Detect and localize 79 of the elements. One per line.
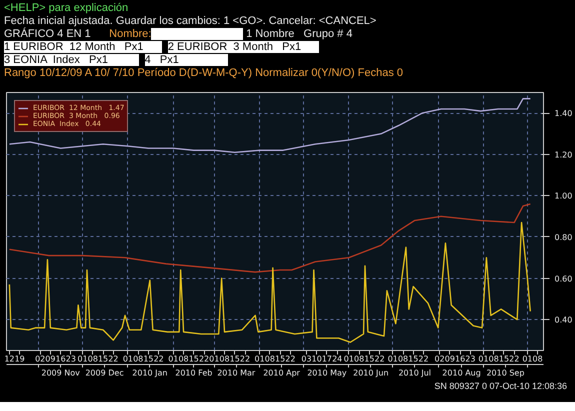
x-tick-label: 16: [56, 354, 66, 364]
x-tick-label: 22: [418, 354, 429, 364]
x-tick-label: 19: [14, 354, 25, 364]
y-tick-label: 1.20: [554, 150, 572, 160]
line-series: [8, 98, 531, 154]
x-tick-label: 08: [133, 354, 144, 364]
x2-tick-label: 2010 May: [307, 368, 347, 378]
x2-tick-label: 2010 Jun: [353, 368, 389, 378]
x2-tick-label: 2009 Nov: [41, 368, 80, 378]
x-tick-label: 02: [35, 354, 46, 364]
x-tick-label: 22: [509, 354, 520, 364]
x-tick-label: 23: [465, 354, 476, 364]
x-tick-label: 08: [398, 354, 408, 364]
x-tick-label: 08: [354, 354, 364, 364]
x-tick-label: 01: [77, 354, 88, 364]
x-tick-label: 15: [188, 354, 199, 364]
x-tick-label: 22: [154, 354, 164, 364]
y-tick-label: 0.80: [554, 232, 572, 242]
y-tick-label: 1.00: [554, 192, 572, 201]
x-tick-label: 08: [178, 354, 189, 364]
x-tick-label: 09: [444, 354, 455, 364]
x2-tick-label: 2010 Aug: [442, 368, 481, 378]
x-tick-label: 08: [532, 354, 543, 364]
x2-tick-label: 2009 Dec: [85, 368, 124, 378]
x-tick-label: 08: [264, 354, 275, 364]
x-tick-label: 23: [66, 354, 76, 364]
x-tick-label: 15: [498, 354, 510, 364]
x2-tick-label: 2010 Mar: [217, 368, 256, 378]
x-tick-label: 10: [312, 354, 322, 364]
x2-tick-label: 2010 Sep: [486, 368, 524, 378]
x-tick-label: 17: [322, 354, 332, 364]
x-tick-label: 01: [168, 354, 178, 364]
x-tick-label: 01: [388, 354, 398, 364]
x-tick-label: 15: [364, 354, 374, 364]
chart-title: GRÁFICO 4 EN 1: [4, 28, 91, 40]
x-tick-label: 22: [285, 354, 296, 364]
text: Nombre:: [109, 28, 152, 40]
input-field: 3 EONIA Index Px1: [4, 54, 139, 66]
x-tick-label: 02: [434, 354, 445, 364]
x2-tick-label: 2010 Jul: [398, 368, 432, 378]
x-tick-label: 01: [522, 354, 532, 364]
input-field: 2 EURIBOR 3 Month Px1: [168, 41, 320, 53]
x-tick-label: 08: [88, 354, 98, 364]
x-tick-label: 16: [455, 354, 466, 364]
text: 1 Nombre Grupo # 4: [246, 28, 352, 40]
x-tick-label: 22: [198, 354, 210, 364]
x-tick-label: 08: [488, 354, 499, 364]
line-series: [8, 203, 531, 273]
y-tick-label: 0.40: [554, 316, 572, 325]
x-tick-label: 01: [122, 354, 134, 364]
x-tick-label: 01: [209, 354, 220, 364]
x-tick-label: 08: [219, 354, 230, 364]
x-tick-label: 15: [408, 354, 418, 364]
x-tick-label: 15: [143, 354, 154, 364]
x2-tick-label: 2010 Jan: [132, 368, 168, 378]
text: Fecha inicial ajustada. Guardar los cambios: 1 <GO>. Cancelar: <CANCEL>: [4, 15, 376, 27]
x-tick-label: 22: [240, 354, 250, 364]
x-tick-label: 24: [332, 354, 342, 364]
text: <HELP> para explicación: [4, 2, 128, 14]
line-series: [8, 222, 531, 343]
x-tick-label: 12: [4, 354, 15, 364]
x-tick-label: 15: [275, 354, 286, 364]
y-tick-label: 0.60: [554, 274, 572, 284]
x2-tick-label: 2010 Apr: [263, 368, 301, 378]
input-field: 4 Px1: [144, 54, 228, 66]
x-tick-label: 01: [344, 354, 354, 364]
x-tick-label: 01: [478, 354, 489, 364]
x-tick-label: 09: [45, 354, 56, 364]
text: SN 809327 0 07-Oct-10 12:08:36: [434, 381, 567, 391]
x-tick-label: 22: [108, 354, 118, 364]
x-tick-label: 22: [374, 354, 385, 364]
x2-tick-label: 2010 Feb: [175, 368, 212, 378]
x-tick-label: 03: [301, 354, 312, 364]
y-tick-label: 1.40: [554, 109, 572, 118]
x-tick-label: 15: [98, 354, 108, 364]
input-field: 1 EURIBOR 12 Month Px1: [4, 41, 162, 53]
text: Rango 10/12/09 A 10/ 7/10 Período D(D-W-M-Q-Y) Normalizar 0(Y/N/O) Fechas 0: [4, 67, 404, 79]
x-tick-label: 15: [230, 354, 240, 364]
x-tick-label: 01: [254, 354, 265, 364]
